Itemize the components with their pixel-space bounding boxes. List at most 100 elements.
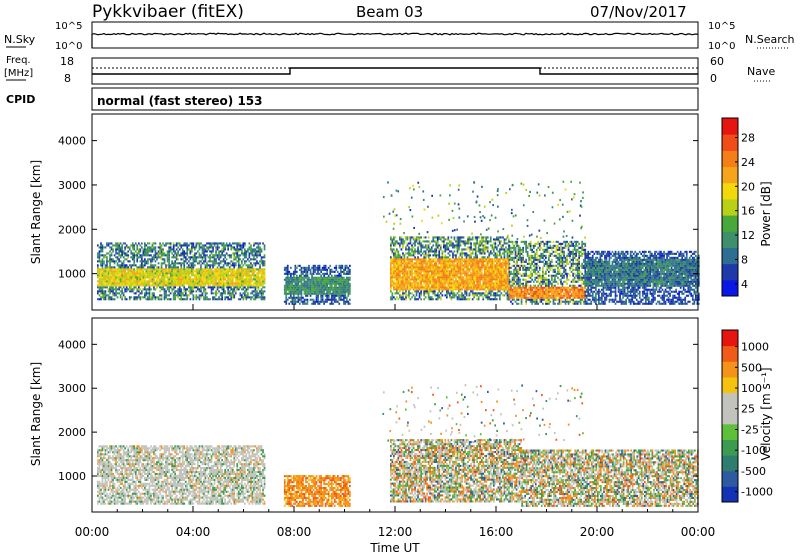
power-cell (136, 288, 139, 291)
power-cell (326, 284, 328, 287)
power-cell (195, 286, 198, 289)
power-cell (497, 268, 500, 271)
power-cell (438, 252, 441, 255)
power-cell (141, 282, 143, 285)
power-cell (508, 254, 511, 257)
power-cell (285, 282, 288, 285)
power-cell (446, 278, 448, 281)
power-cell (131, 282, 134, 285)
power-cell (324, 292, 327, 295)
power-cell (248, 274, 251, 277)
power-cell (191, 242, 193, 245)
power-cell (406, 238, 409, 241)
power-cell (464, 286, 466, 289)
power-cell (200, 264, 202, 267)
power-cell (477, 274, 480, 277)
power-cell (136, 278, 139, 281)
power-cell (506, 236, 509, 239)
power-cell (215, 274, 217, 277)
power-cell (118, 292, 120, 295)
power-cell (207, 280, 210, 283)
power-cell (441, 268, 444, 271)
power-cell (423, 298, 425, 301)
power-cell (242, 254, 245, 257)
power-cell (488, 254, 491, 257)
power-cell (259, 280, 261, 283)
power-cell (98, 274, 101, 277)
power-cell (131, 274, 134, 277)
power-cell (124, 274, 126, 277)
power-cell (491, 282, 494, 285)
power-cell (436, 292, 439, 295)
power-cell (444, 244, 447, 247)
power-cell (159, 278, 161, 281)
power-cell (506, 274, 509, 277)
power-cell (499, 296, 501, 299)
power-cell (244, 268, 246, 271)
power-cell (109, 254, 111, 257)
power-cell (160, 294, 163, 297)
power-cell (239, 244, 242, 247)
power-cell (424, 270, 427, 273)
power-cell (186, 252, 189, 255)
power-cell (124, 252, 126, 255)
power-cell (429, 254, 431, 257)
power-cell (237, 254, 240, 257)
power-cell (471, 282, 474, 285)
power-cell (476, 240, 478, 243)
power-cell (259, 278, 261, 281)
power-cell (455, 254, 457, 257)
power-cell (433, 250, 436, 253)
power-cell (486, 246, 489, 249)
power-cell (414, 298, 416, 301)
power-cell (417, 246, 419, 249)
power-cell (486, 288, 489, 291)
power-cell (245, 270, 248, 273)
power-cell (195, 260, 198, 263)
power-cell (254, 288, 257, 291)
power-cell (464, 284, 466, 287)
power-cell (230, 294, 233, 297)
power-cell (127, 276, 130, 279)
power-cell (474, 258, 477, 261)
power-cell (288, 282, 291, 285)
power-cell (473, 260, 475, 263)
power-cell (192, 284, 195, 287)
power-cell (315, 276, 318, 279)
power-cell (237, 266, 240, 269)
power-cell (290, 280, 292, 283)
power-cell (236, 244, 239, 247)
power-cell (296, 290, 298, 293)
power-cell (250, 246, 252, 249)
power-cell (338, 288, 341, 291)
power-cell (260, 290, 263, 293)
power-cell (218, 290, 220, 293)
power-cell (221, 278, 223, 281)
power-cell (508, 244, 511, 247)
power-cell (458, 248, 460, 251)
power-cell (496, 238, 498, 241)
power-cell (165, 242, 167, 245)
power-cell (186, 280, 189, 283)
power-cell (219, 254, 222, 257)
power-cell (228, 292, 231, 295)
power-cell (436, 240, 439, 243)
power-cell (154, 272, 157, 275)
power-cell (142, 254, 145, 257)
power-cell (420, 294, 422, 297)
power-cell (449, 266, 451, 269)
power-cell (148, 294, 151, 297)
power-cell (468, 258, 471, 261)
power-cell (168, 288, 170, 291)
power-cell (189, 288, 192, 291)
power-cell (221, 270, 223, 273)
power-cell (499, 288, 501, 291)
power-cell (189, 284, 192, 287)
power-cell (247, 280, 249, 283)
power-cell (449, 270, 451, 273)
power-cell (218, 242, 220, 245)
power-cell (471, 290, 474, 293)
power-cell (224, 278, 226, 281)
power-cell (300, 300, 303, 303)
power-cell (233, 290, 236, 293)
